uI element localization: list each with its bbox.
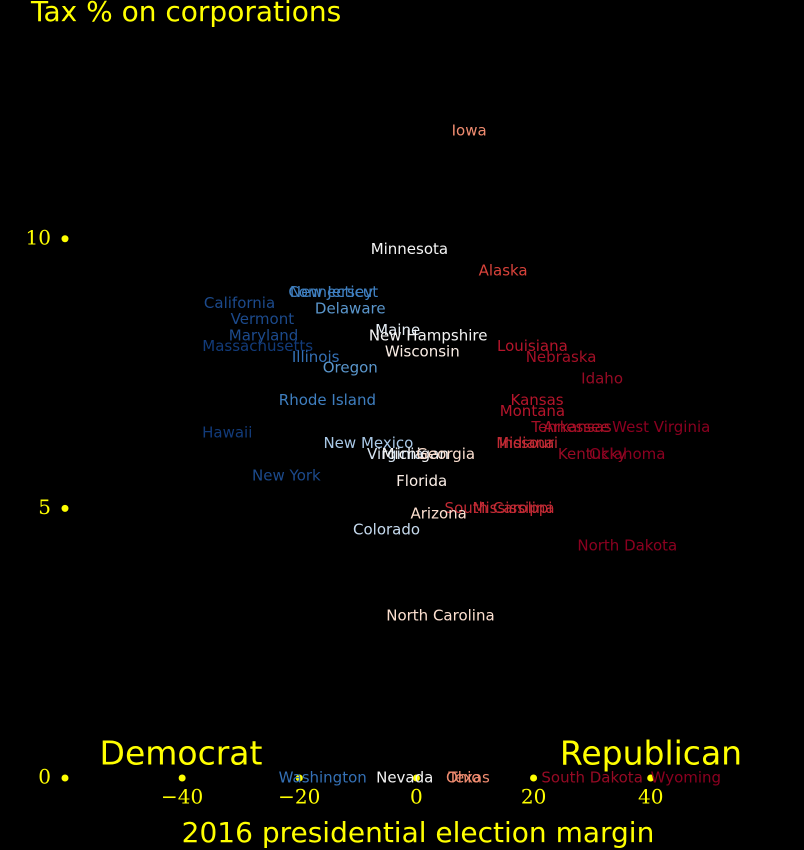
state-point: Idaho bbox=[581, 369, 623, 387]
state-point: Oklahoma bbox=[589, 445, 665, 463]
state-point: Wyoming bbox=[651, 769, 721, 787]
state-point: New Mexico bbox=[323, 434, 413, 452]
state-point: New Hampshire bbox=[369, 326, 488, 344]
state-point: Minnesota bbox=[371, 240, 448, 258]
x-tick-label: 0 bbox=[410, 785, 423, 809]
state-point: Colorado bbox=[353, 520, 420, 538]
state-point: Massachusetts bbox=[202, 337, 313, 355]
state-point: Michigan bbox=[382, 445, 449, 463]
state-point: Ohio bbox=[446, 769, 481, 787]
state-point: Hawaii bbox=[202, 423, 252, 441]
x-tick-label: −20 bbox=[278, 785, 320, 809]
state-point: Connecticut bbox=[288, 283, 378, 301]
state-point: Washington bbox=[279, 769, 367, 787]
state-point: Kansas bbox=[511, 391, 564, 409]
state-point: Nebraska bbox=[526, 348, 597, 366]
y-tick bbox=[61, 504, 69, 512]
annotation: Republican bbox=[560, 734, 742, 773]
state-point: California bbox=[204, 294, 275, 312]
y-tick-label: 10 bbox=[26, 225, 51, 249]
chart-title: Tax % on corporations bbox=[30, 0, 341, 28]
state-point: Tennessee bbox=[530, 418, 609, 436]
state-point: Maine bbox=[375, 321, 420, 339]
state-point: Louisiana bbox=[497, 337, 568, 355]
x-tick bbox=[647, 774, 655, 782]
y-tick-label: 0 bbox=[38, 765, 51, 789]
x-tick bbox=[412, 774, 420, 782]
y-tick bbox=[61, 235, 69, 243]
state-point: South Dakota bbox=[541, 769, 643, 787]
state-point: West Virginia bbox=[612, 418, 710, 436]
state-point: Mississippi bbox=[473, 499, 553, 517]
x-tick bbox=[178, 774, 186, 782]
state-point: Alaska bbox=[479, 262, 528, 280]
x-axis-label: 2016 presidential election margin bbox=[182, 816, 655, 849]
state-point: South Carolina bbox=[445, 499, 555, 517]
state-point: North Dakota bbox=[577, 537, 677, 555]
state-point: Indiana bbox=[499, 434, 555, 452]
state-point: Rhode Island bbox=[279, 391, 376, 409]
x-tick-label: 20 bbox=[521, 785, 546, 809]
annotation: Democrat bbox=[100, 734, 263, 773]
state-point: Delaware bbox=[315, 299, 386, 317]
state-point: Wisconsin bbox=[385, 343, 460, 361]
state-point: New Jersey bbox=[290, 283, 373, 301]
state-point: Vermont bbox=[231, 310, 295, 328]
y-tick bbox=[61, 774, 69, 782]
state-point: Iowa bbox=[452, 121, 487, 139]
state-point: New York bbox=[252, 467, 321, 485]
state-point: Missouri bbox=[496, 434, 558, 452]
x-tick-label: −40 bbox=[161, 785, 203, 809]
state-point: Arizona bbox=[411, 504, 467, 522]
x-tick bbox=[295, 774, 303, 782]
state-point: Oregon bbox=[323, 359, 378, 377]
y-tick-label: 5 bbox=[38, 495, 51, 519]
state-point: Kentucky bbox=[558, 445, 627, 463]
state-point: Montana bbox=[500, 402, 565, 420]
state-point: Maryland bbox=[229, 326, 299, 344]
state-point: Arkansas bbox=[543, 418, 612, 436]
state-point: Florida bbox=[396, 472, 447, 490]
x-tick-label: 40 bbox=[638, 785, 663, 809]
state-point: Georgia bbox=[416, 445, 475, 463]
state-point: North Carolina bbox=[386, 607, 494, 625]
state-point: Nevada bbox=[376, 769, 433, 787]
state-point: Virginia bbox=[367, 445, 424, 463]
state-point: Illinois bbox=[292, 348, 340, 366]
state-point: Texas bbox=[447, 769, 490, 787]
x-tick bbox=[530, 774, 538, 782]
